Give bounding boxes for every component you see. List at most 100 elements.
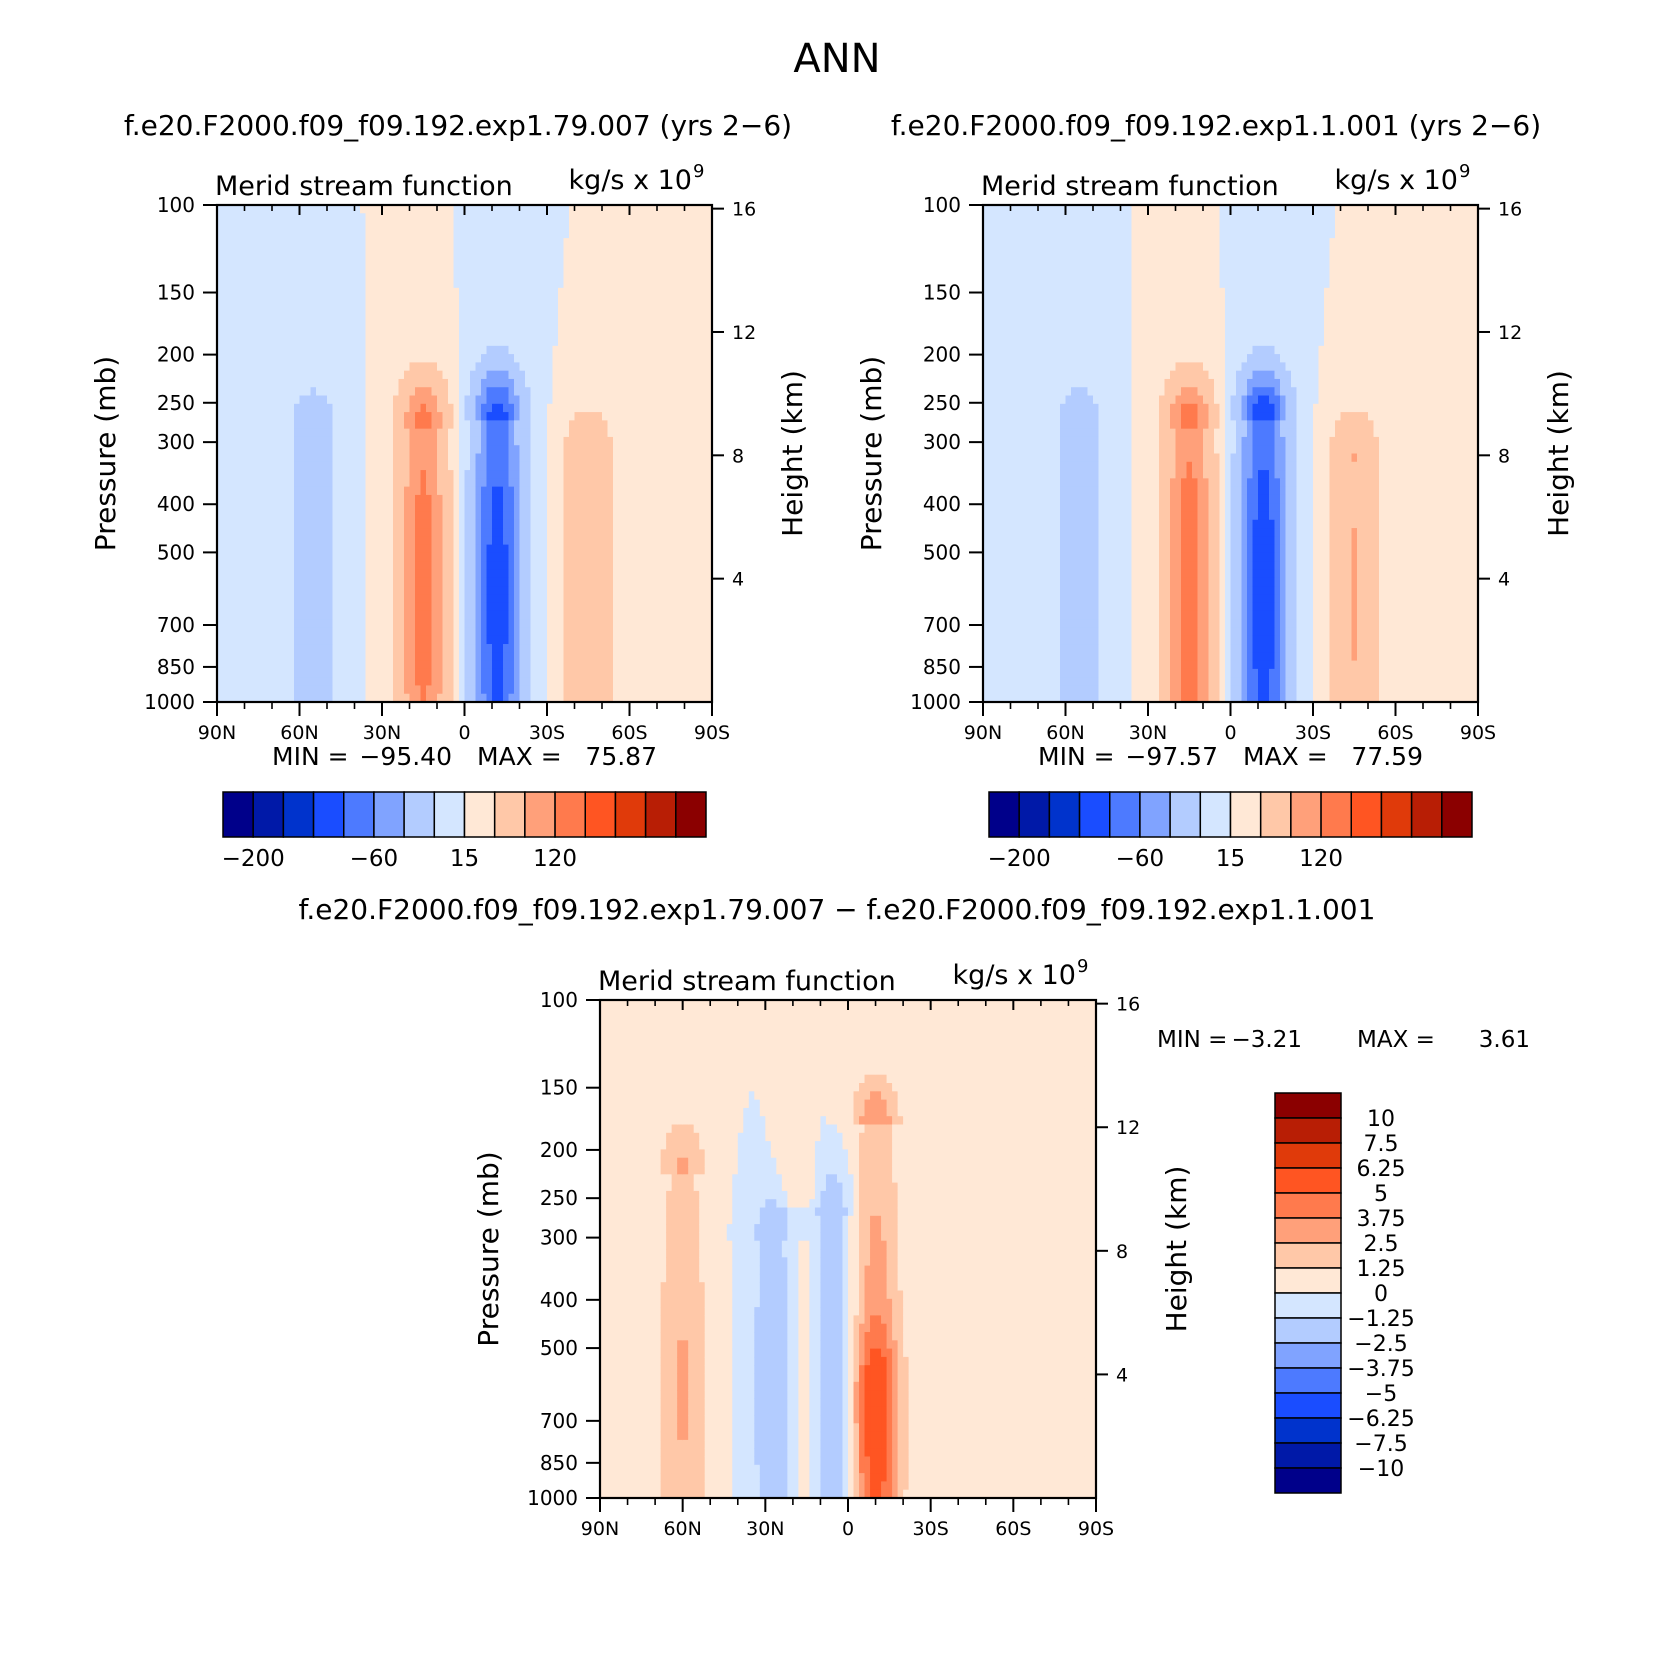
contour-cell [343,486,350,496]
contour-cell [272,403,279,413]
contour-cell [316,387,323,397]
contour-cell [250,420,257,430]
contour-cell [607,296,614,305]
contour-cell [398,610,405,620]
contour-cell [453,221,460,231]
contour-cell [365,254,372,264]
contour-cell [536,395,543,405]
contour-cell [376,470,383,479]
contour-cell [459,478,466,488]
contour-cell [563,304,570,314]
contour-cell [585,652,592,662]
contour-cell [349,345,356,355]
contour-cell [217,337,224,347]
contour-cell [470,470,477,479]
contour-cell [486,552,493,562]
contour-cell [547,436,554,446]
contour-cell [327,337,334,347]
contour-cell [640,453,647,463]
contour-cell [563,395,570,405]
contour-cell [365,370,372,380]
contour-cell [354,254,361,264]
contour-cell [668,511,675,521]
contour-cell [662,594,669,604]
contour-cell [327,304,334,314]
contour-cell [519,552,526,562]
contour-cell [310,486,317,496]
contour-cell [277,494,284,504]
contour-cell [288,685,295,695]
contour-cell [486,644,493,653]
contour-cell [602,552,609,562]
contour-cell [475,494,482,504]
contour-cell [486,337,493,347]
contour-cell [563,602,570,612]
contour-cell [602,428,609,438]
contour-cell [453,387,460,397]
contour-cell [321,279,328,289]
contour-cell [574,685,581,695]
contour-cell [486,205,493,214]
contour-cell [596,304,603,314]
contour-cell [591,262,598,272]
contour-cell [228,436,235,446]
contour-cell [233,238,240,248]
contour-cell [327,519,334,529]
contour-cell [640,362,647,372]
contour-cell [514,668,521,678]
contour-cell [404,536,411,546]
contour-cell [255,511,262,521]
contour-cell [376,594,383,604]
contour-cell [569,486,576,496]
contour-cell [316,544,323,554]
contour-cell [409,586,416,595]
contour-cell [272,453,279,463]
contour-cell [305,279,312,289]
contour-cell [299,262,306,272]
contour-cell [420,652,427,662]
contour-cell [580,494,587,504]
contour-cell [508,246,515,256]
contour-cell [305,635,312,645]
contour-cell [635,610,642,620]
contour-cell [239,594,246,604]
contour-cell [558,221,565,231]
contour-cell [602,453,609,463]
contour-cell [371,312,378,322]
contour-cell [255,561,262,571]
contour-cell [250,387,257,397]
contour-cell [646,320,653,330]
contour-cell [547,445,554,455]
contour-cell [420,552,427,562]
contour-cell [398,635,405,645]
contour-cell [646,395,653,405]
contour-cell [222,478,229,488]
contour-cell [371,453,378,463]
contour-cell [343,279,350,289]
contour-cell [492,569,499,579]
contour-cell [602,304,609,314]
contour-cell [481,205,488,214]
contour-cell [629,387,636,397]
contour-cell [277,213,284,223]
contour-cell [459,345,466,355]
contour-cell [519,262,526,272]
contour-cell [503,594,510,604]
contour-cell [409,561,416,571]
contour-cell [541,362,548,372]
contour-cell [294,660,301,670]
contour-cell [250,685,257,695]
contour-cell [382,445,389,455]
contour-cell [228,577,235,587]
contour-cell [585,428,592,438]
contour-cell [327,445,334,455]
contour-cell [640,287,647,297]
contour-cell [602,387,609,397]
contour-cell [272,262,279,272]
contour-cell [508,577,515,587]
contour-cell [393,660,400,670]
contour-cell [574,378,581,388]
contour-cell [255,312,262,322]
contour-cell [409,428,416,438]
contour-cell [299,528,306,537]
